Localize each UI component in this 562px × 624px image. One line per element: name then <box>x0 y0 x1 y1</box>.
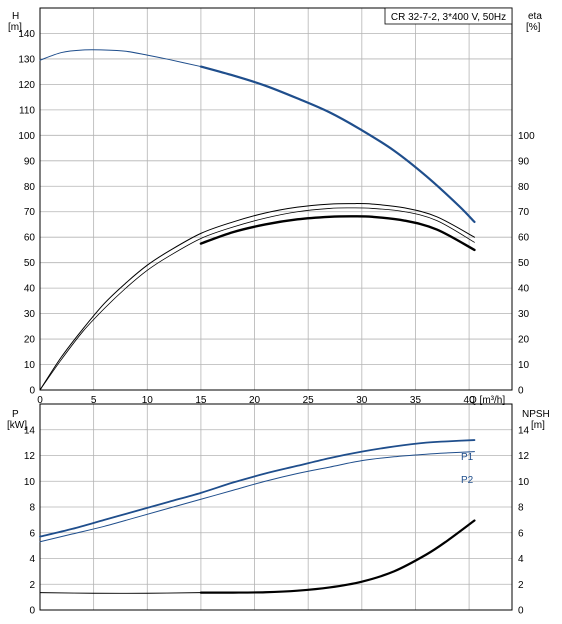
bottom-chart-frame <box>39 403 513 611</box>
y-tick-label-left: 4 <box>29 554 35 565</box>
series-label-p2: P2 <box>461 475 474 486</box>
x-tick-label: 35 <box>410 395 422 406</box>
series-line-eta-middle <box>39 207 475 391</box>
y-tick-label-left: 60 <box>24 233 36 244</box>
series-line-npsh-thick <box>199 519 476 594</box>
series-line-head-thin <box>39 49 202 68</box>
y-tick-label-right: 0 <box>518 606 524 617</box>
series-line-p1 <box>39 439 476 538</box>
bottom-right-axis-label: NPSH <box>522 409 550 420</box>
series-line-head-thick <box>199 65 476 224</box>
y-tick-label-right: 0 <box>518 386 524 397</box>
series-line-p2 <box>39 451 475 543</box>
y-tick-label-right: 80 <box>518 182 530 193</box>
y-tick-label-left: 0 <box>29 606 35 617</box>
y-tick-label-right: 70 <box>518 207 530 218</box>
y-tick-label-right: 50 <box>518 258 530 269</box>
chart-title-box <box>384 7 513 25</box>
bottom-chart-series <box>39 439 476 594</box>
y-tick-label-left: 40 <box>24 284 36 295</box>
x-tick-label: 30 <box>356 395 368 406</box>
y-tick-label-right: 4 <box>518 554 524 565</box>
x-tick-label: 15 <box>195 395 207 406</box>
y-tick-label-left: 140 <box>18 29 35 40</box>
y-tick-label-left: 120 <box>18 80 35 91</box>
y-tick-label-right: 2 <box>518 580 524 591</box>
y-tick-label-left: 130 <box>18 54 35 65</box>
y-tick-label-left: 14 <box>24 425 36 436</box>
y-tick-label-right: 30 <box>518 309 530 320</box>
top-right-axis-unit: [%] <box>526 22 541 33</box>
y-tick-label-left: 2 <box>29 580 35 591</box>
y-tick-label-left: 100 <box>18 131 35 142</box>
y-tick-label-right: 90 <box>518 156 530 167</box>
x-axis-label: Q [m³/h] <box>469 395 505 406</box>
series-line-eta-outer <box>39 203 475 391</box>
y-tick-label-right: 14 <box>518 425 530 436</box>
y-tick-label-left: 90 <box>24 156 36 167</box>
y-tick-label-right: 8 <box>518 503 524 514</box>
bottom-chart-ticks: 0 2 4 6 8 10 12 14 0 2 4 6 8 10 12 14 <box>24 425 530 616</box>
y-tick-label-right: 10 <box>518 477 530 488</box>
top-chart-series <box>39 49 476 391</box>
y-tick-label-left: 10 <box>24 360 36 371</box>
y-tick-label-right: 60 <box>518 233 530 244</box>
top-chart-frame <box>39 7 513 391</box>
y-tick-label-left: 110 <box>19 105 35 116</box>
y-tick-label-right: 40 <box>518 284 530 295</box>
top-left-axis-unit: [m] <box>8 22 22 33</box>
y-tick-label-right: 12 <box>518 451 530 462</box>
x-tick-label: 20 <box>249 395 261 406</box>
y-tick-label-right: 6 <box>518 528 524 539</box>
y-tick-label-right: 10 <box>518 360 530 371</box>
series-line-npsh-thin <box>39 592 202 594</box>
x-tick-label: 0 <box>37 395 43 406</box>
bottom-right-axis-unit: [m] <box>531 420 545 431</box>
y-tick-label-left: 70 <box>24 207 36 218</box>
y-tick-label-right: 100 <box>518 131 535 142</box>
chart-title: CR 32-7-2, 3*400 V, 50Hz <box>391 12 506 23</box>
x-tick-label: 10 <box>142 395 154 406</box>
x-tick-label: 5 <box>91 395 97 406</box>
top-right-axis-label: eta <box>528 11 542 22</box>
y-tick-label-left: 6 <box>29 528 35 539</box>
y-tick-label-left: 50 <box>24 258 36 269</box>
y-tick-label-left: 80 <box>24 182 36 193</box>
top-chart-grid <box>40 8 512 390</box>
y-tick-label-left: 8 <box>29 503 35 514</box>
top-left-axis-label: H <box>12 11 19 22</box>
x-tick-label: 40 <box>464 395 476 406</box>
bottom-left-axis-label: P <box>12 409 19 420</box>
top-chart-ticks: 0 5 10 15 20 25 30 35 40010203040506070809010011… <box>18 29 535 406</box>
y-tick-label-right: 20 <box>518 335 530 346</box>
bottom-chart-grid <box>40 404 512 610</box>
y-tick-label-left: 30 <box>24 309 36 320</box>
bottom-left-axis-unit: [kW] <box>7 420 27 431</box>
y-tick-label-left: 20 <box>24 335 36 346</box>
series-label-p1: P1 <box>461 452 474 463</box>
y-tick-label-left: 12 <box>24 451 36 462</box>
series-line-eta-thick <box>199 215 476 252</box>
y-tick-label-left: 0 <box>29 386 35 397</box>
x-tick-label: 25 <box>303 395 315 406</box>
y-tick-label-left: 10 <box>24 477 36 488</box>
